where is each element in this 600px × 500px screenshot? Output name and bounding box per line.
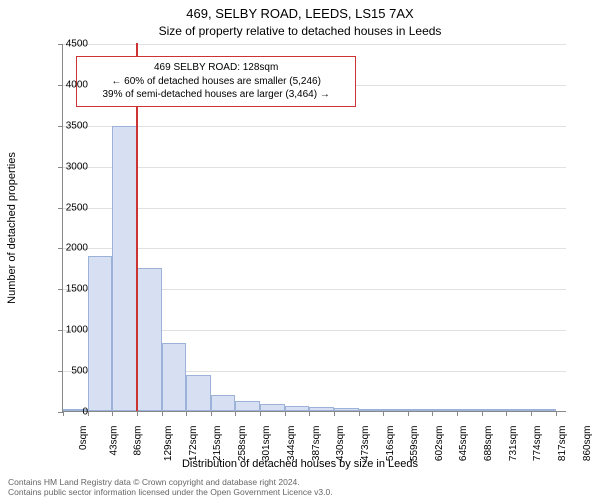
x-tick-mark (506, 411, 507, 416)
histogram-bar (408, 409, 433, 411)
y-tick-mark (58, 167, 63, 168)
y-tick-mark (58, 208, 63, 209)
x-tick-label: 774sqm (532, 426, 543, 462)
x-tick-mark (432, 411, 433, 416)
annotation-line: ← 60% of detached houses are smaller (5,… (85, 75, 347, 89)
y-tick-label: 0 (82, 407, 88, 418)
x-tick-mark (235, 411, 236, 416)
histogram-bar (137, 268, 162, 411)
x-tick-mark (137, 411, 138, 416)
x-tick-label: 129sqm (163, 426, 174, 462)
y-tick-mark (58, 371, 63, 372)
y-tick-label: 1500 (66, 284, 88, 295)
x-tick-mark (186, 411, 187, 416)
y-tick-mark (58, 85, 63, 86)
histogram-bar (260, 404, 285, 411)
x-tick-label: 86sqm (133, 426, 144, 456)
y-tick-label: 1000 (66, 325, 88, 336)
x-tick-label: 301sqm (261, 426, 272, 462)
footer: Contains HM Land Registry data © Crown c… (8, 478, 333, 498)
annotation-line: 469 SELBY ROAD: 128sqm (85, 61, 347, 75)
y-tick-label: 3000 (66, 161, 88, 172)
y-axis-label: Number of detached properties (6, 152, 18, 304)
annotation-box: 469 SELBY ROAD: 128sqm← 60% of detached … (76, 56, 356, 107)
x-tick-mark (285, 411, 286, 416)
footer-line2: Contains public sector information licen… (8, 488, 333, 498)
x-tick-mark (260, 411, 261, 416)
histogram-bar (285, 406, 310, 411)
annotation-line: 39% of semi-detached houses are larger (… (85, 88, 347, 102)
page-title-line2: Size of property relative to detached ho… (0, 24, 600, 38)
y-tick-label: 3500 (66, 120, 88, 131)
x-tick-label: 258sqm (237, 426, 248, 462)
x-tick-mark (112, 411, 113, 416)
x-tick-label: 172sqm (188, 426, 199, 462)
page-title-line1: 469, SELBY ROAD, LEEDS, LS15 7AX (0, 6, 600, 21)
histogram-bar (457, 409, 482, 411)
gridline (63, 208, 566, 209)
gridline (63, 44, 566, 45)
y-tick-label: 4500 (66, 39, 88, 50)
x-tick-label: 215sqm (212, 426, 223, 462)
x-tick-label: 0sqm (78, 426, 89, 450)
x-tick-mark (408, 411, 409, 416)
y-tick-mark (58, 248, 63, 249)
x-tick-label: 860sqm (582, 426, 593, 462)
y-tick-label: 4000 (66, 79, 88, 90)
x-tick-mark (383, 411, 384, 416)
y-tick-label: 2500 (66, 202, 88, 213)
histogram-bar (531, 409, 556, 411)
x-tick-mark (63, 411, 64, 416)
x-tick-label: 602sqm (434, 426, 445, 462)
histogram-bar (309, 407, 334, 411)
histogram-bar (112, 126, 137, 411)
x-tick-label: 516sqm (385, 426, 396, 462)
y-tick-mark (58, 289, 63, 290)
x-tick-label: 473sqm (360, 426, 371, 462)
plot-area: 469 SELBY ROAD: 128sqm← 60% of detached … (62, 44, 566, 412)
histogram-bar (359, 409, 384, 411)
x-tick-mark (531, 411, 532, 416)
histogram-bar (383, 409, 408, 411)
y-tick-label: 2000 (66, 243, 88, 254)
x-tick-mark (482, 411, 483, 416)
y-tick-mark (58, 330, 63, 331)
x-tick-mark (211, 411, 212, 416)
x-tick-mark (162, 411, 163, 416)
histogram-bar (482, 409, 507, 411)
x-tick-mark (556, 411, 557, 416)
histogram-bar (334, 408, 359, 411)
histogram-bar (186, 375, 211, 411)
x-tick-label: 387sqm (311, 426, 322, 462)
y-tick-label: 500 (71, 366, 88, 377)
x-tick-mark (457, 411, 458, 416)
x-tick-label: 43sqm (108, 426, 119, 456)
gridline (63, 126, 566, 127)
y-tick-mark (58, 44, 63, 45)
x-tick-label: 731sqm (508, 426, 519, 462)
gridline (63, 248, 566, 249)
histogram-bar (432, 409, 457, 411)
x-tick-label: 430sqm (335, 426, 346, 462)
x-tick-label: 645sqm (458, 426, 469, 462)
histogram-bar (162, 343, 187, 411)
histogram-bar (235, 401, 260, 411)
x-tick-mark (359, 411, 360, 416)
x-tick-label: 559sqm (409, 426, 420, 462)
x-tick-label: 817sqm (557, 426, 568, 462)
x-tick-label: 344sqm (286, 426, 297, 462)
x-tick-mark (309, 411, 310, 416)
x-tick-label: 688sqm (483, 426, 494, 462)
gridline (63, 167, 566, 168)
y-tick-mark (58, 126, 63, 127)
histogram-bar (211, 395, 236, 411)
chart-container: 469, SELBY ROAD, LEEDS, LS15 7AX Size of… (0, 0, 600, 500)
x-tick-mark (334, 411, 335, 416)
histogram-bar (506, 409, 531, 411)
histogram-bar (88, 256, 113, 411)
